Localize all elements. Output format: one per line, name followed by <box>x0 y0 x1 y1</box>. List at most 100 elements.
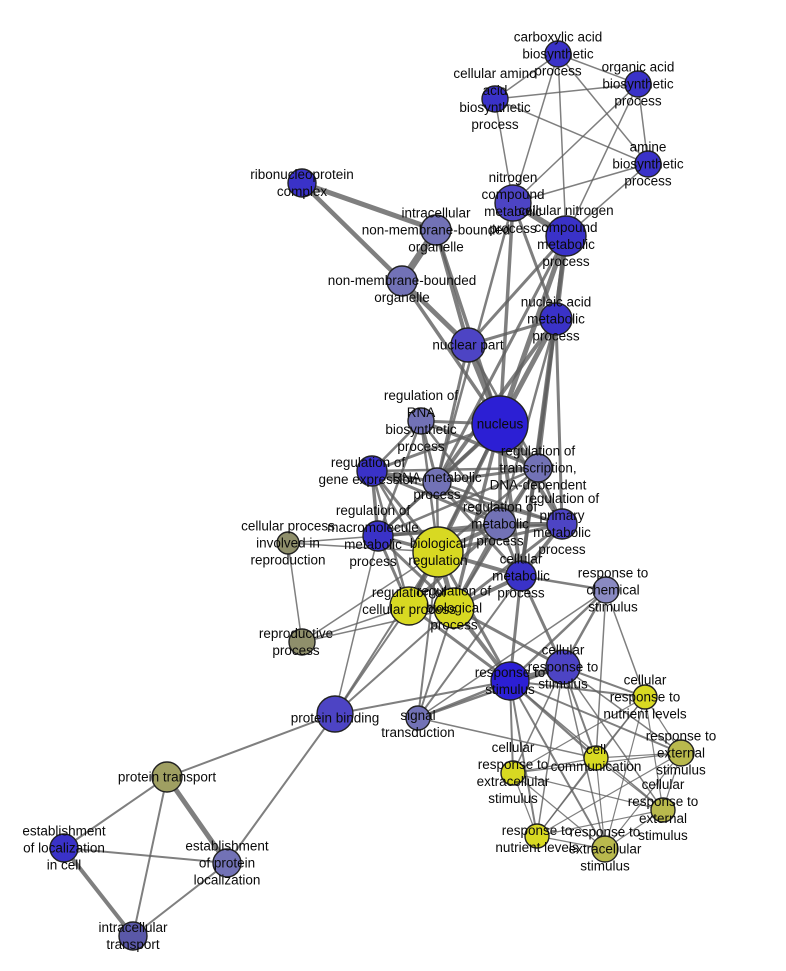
graph-edge-n40-n41 <box>132 862 228 937</box>
graph-node-n4-amine-biosynthetic-process[interactable] <box>634 150 662 178</box>
graph-node-n34-cellular-response-to-extracellular-stimulus[interactable] <box>500 760 526 786</box>
graph-node-n25-cellular-process-involved-in-reproduction[interactable] <box>276 531 300 555</box>
graph-node-n30-cellular-response-to-stimulus[interactable] <box>545 649 581 685</box>
graph-node-n22-regulation-of-cellular-process[interactable] <box>389 586 429 626</box>
graph-node-n40-establishment-of-protein-localization[interactable] <box>212 848 242 878</box>
graph-edge-n32-n36 <box>536 752 682 837</box>
graph-node-n20-biological-regulation[interactable] <box>412 526 464 578</box>
graph-node-n32-response-to-external-stimulus[interactable] <box>667 739 695 767</box>
graph-edge-n33-n35 <box>595 757 664 811</box>
graph-node-n3-organic-acid-biosynthetic-process[interactable] <box>624 70 652 98</box>
graph-edge-n22-n27 <box>334 605 410 715</box>
labels-layer: carboxylic acid biosynthetic processcellul… <box>22 30 716 952</box>
graph-edge-n23-n26 <box>301 607 455 643</box>
graph-node-n38-protein-transport[interactable] <box>151 761 183 793</box>
graph-edge-n10-n18 <box>554 317 564 526</box>
graph-node-n13-regulation-of-rna-biosynthetic-process[interactable] <box>407 407 435 435</box>
graph-edge-n13-n17 <box>419 419 502 526</box>
graph-node-n37-response-to-extracellular-stimulus[interactable] <box>591 835 619 863</box>
graph-node-n14-regulation-of-gene-expression[interactable] <box>356 455 388 487</box>
graph-edge-n7-n8 <box>299 180 439 233</box>
graph-edge-n1-n3 <box>557 53 639 85</box>
graph-edge-n20-n26 <box>301 551 439 643</box>
graph-node-n26-reproductive-process[interactable] <box>288 628 316 656</box>
graph-node-n33-cell-communication[interactable] <box>583 745 609 771</box>
graph-edge-n34-n35 <box>512 772 664 811</box>
graph-node-n18-regulation-of-primary-metabolic-process[interactable] <box>546 508 578 540</box>
edges-layer <box>62 53 682 938</box>
graph-node-n17-regulation-of-metabolic-process[interactable] <box>483 507 517 541</box>
graph-edge-n35-n36 <box>536 809 664 837</box>
graph-edge-n7-n9 <box>299 180 405 284</box>
graph-edge-n5-n10 <box>511 201 558 321</box>
graph-edge-n2-n3 <box>494 83 639 100</box>
graph-node-n16-regulation-of-transcription-dna-dependent[interactable] <box>523 453 553 483</box>
graph-edge-n20-n27 <box>334 551 439 715</box>
graph-edge-n15-n16 <box>435 466 540 484</box>
graph-edge-n24-n33 <box>595 589 607 759</box>
graph-node-n1-carboxylic-acid-biosynthetic-process[interactable] <box>544 40 572 68</box>
graph-edge-n9-n12 <box>400 279 502 426</box>
graph-edge-n6-n12 <box>497 233 569 427</box>
graph-edge-n34-n37 <box>512 772 606 850</box>
graph-edge-n1-n5 <box>512 53 559 204</box>
graph-edge-n13-n16 <box>419 419 540 470</box>
graph-edge-n30-n34 <box>512 666 564 774</box>
graph-edge-n6-n15 <box>435 234 568 484</box>
graph-edge-n20-n28 <box>417 551 439 719</box>
graph-node-n27-protein-binding[interactable] <box>316 695 354 733</box>
graph-node-n39-establishment-of-localization-in-cell[interactable] <box>49 833 79 863</box>
graph-node-n8-intracellular-non-membrane-bounded-organelle[interactable] <box>420 214 452 246</box>
graph-edge-n27-n29 <box>334 680 511 715</box>
graph-edge-n27-n19 <box>334 535 379 715</box>
graph-node-n35-cellular-response-to-external-stimulus[interactable] <box>650 797 676 823</box>
graph-edge-n29-n35 <box>509 680 664 811</box>
graph-node-n9-non-membrane-bounded-organelle[interactable] <box>386 265 418 297</box>
graph-edge-n3-n6 <box>565 83 639 237</box>
graph-edge-n33-n36 <box>536 757 597 837</box>
graph-edge-n4-n5 <box>512 163 649 204</box>
graph-node-n10-nucleic-acid-metabolic-process[interactable] <box>539 302 573 336</box>
graph-edge-n38-n40 <box>164 774 230 866</box>
graph-node-n31-cellular-response-to-nutrient-levels[interactable] <box>632 684 658 710</box>
graph-node-n12-nucleus[interactable] <box>471 395 529 453</box>
graph-edge-n3-n5 <box>512 83 639 204</box>
graph-edge-n23-n27 <box>334 607 455 715</box>
graph-node-n23-regulation-of-biological-process[interactable] <box>433 587 475 629</box>
graph-edge-n18-n19 <box>376 522 564 538</box>
graph-edge-n15-n18 <box>435 480 564 526</box>
graph-edge-n31-n35 <box>644 696 664 811</box>
graph-edge-n38-n39 <box>63 776 168 849</box>
graph-edge-n24-n31 <box>605 589 646 698</box>
graph-node-n41-intracellular-transport[interactable] <box>118 921 148 951</box>
nodes-layer <box>49 40 695 951</box>
graph-edge-n33-n34 <box>512 757 597 774</box>
graph-node-n5-nitrogen-compound-metabolic-process[interactable] <box>494 184 532 222</box>
graph-node-n24-response-to-chemical-stimulus[interactable] <box>592 576 620 604</box>
graph-edge-n16-n19 <box>376 466 540 538</box>
graph-edge-n11-n15 <box>435 343 470 484</box>
graph-node-n15-rna-metabolic-process[interactable] <box>422 467 452 497</box>
graph-node-n19-regulation-of-macromolecule-metabolic-process[interactable] <box>362 520 394 552</box>
graph-edge-n6-n11 <box>466 234 568 347</box>
graph-edge-n28-n24 <box>417 589 607 719</box>
graph-edge-n18-n23 <box>452 522 564 610</box>
graph-edge-n22-n29 <box>407 604 512 683</box>
graph-edge-n32-n33 <box>595 752 682 759</box>
graph-edge-n1-n6 <box>557 53 567 237</box>
graph-node-n21-cellular-metabolic-process[interactable] <box>505 560 537 592</box>
graph-node-n36-response-to-nutrient-levels[interactable] <box>524 823 550 849</box>
graph-node-n11-nuclear-part[interactable] <box>450 327 486 363</box>
graph-node-n7-ribonucleoprotein-complex[interactable] <box>287 168 317 198</box>
graph-edge-n24-n29 <box>508 588 608 683</box>
graph-node-n29-response-to-stimulus[interactable] <box>490 661 530 701</box>
graph-node-n28-signal-transduction[interactable] <box>405 705 431 731</box>
graph-node-n6-cellular-nitrogen-compound-metabolic-process[interactable] <box>545 215 587 257</box>
graph-edge-n25-n26 <box>287 542 303 643</box>
graph-edge-n27-n38 <box>166 713 336 778</box>
graph-edge-n2-n4 <box>494 98 649 165</box>
graph-node-n2-cellular-amino-acid-biosynthetic-process[interactable] <box>481 85 509 113</box>
graph-edge-n14-n23 <box>370 469 456 610</box>
